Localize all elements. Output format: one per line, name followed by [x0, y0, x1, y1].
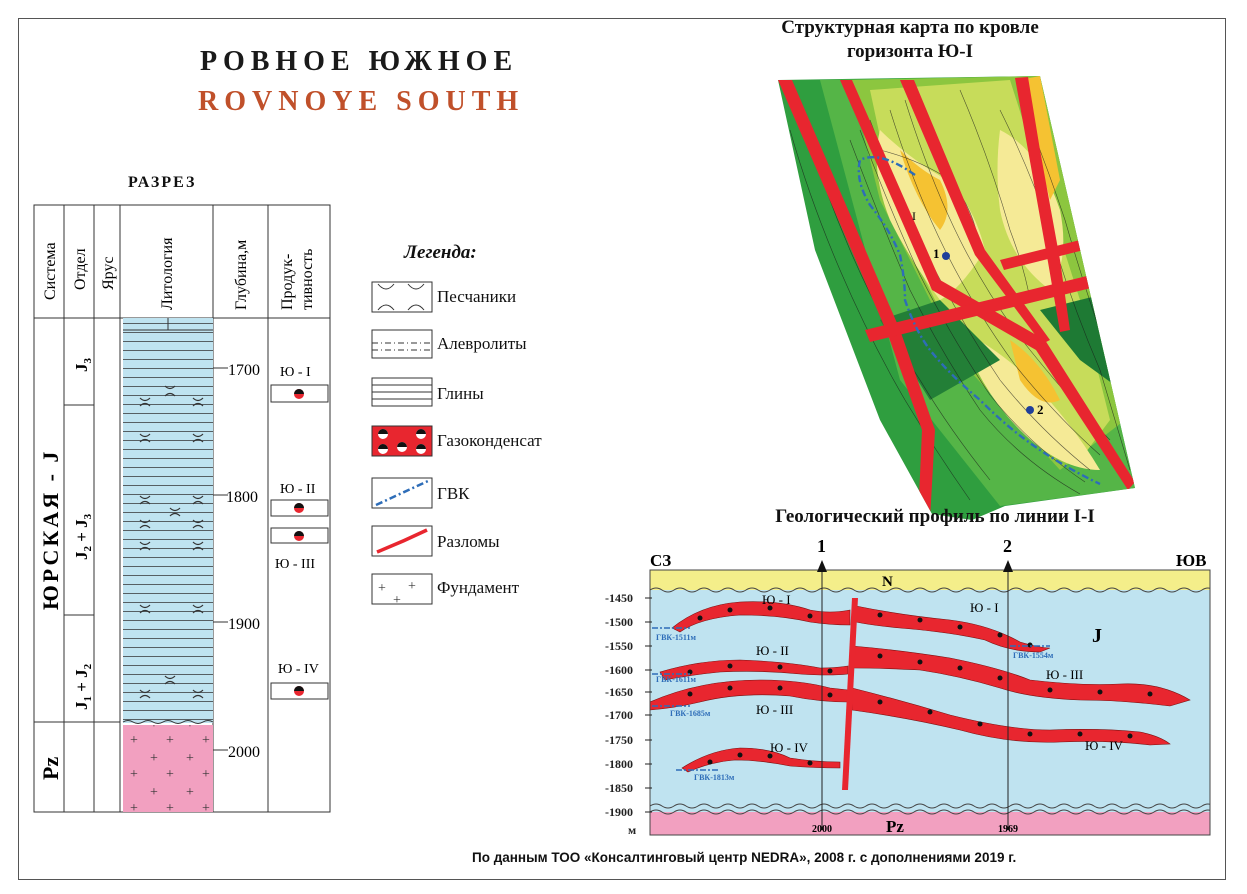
col-header-series: Отдел [72, 248, 89, 290]
title-english: ROVNOYE SOUTH [198, 86, 525, 117]
profile-title: Геологический профиль по линии I-I [775, 506, 1095, 527]
gwc-1554: ГВК-1554м [1013, 651, 1054, 660]
depth-1800: 1800 [226, 489, 258, 506]
col-header-depth: Глубина,м [233, 240, 250, 310]
page-frame [18, 18, 1226, 880]
depth-1700: 1700 [228, 362, 260, 379]
horizon-ju3: Ю - III [275, 557, 315, 572]
prof-horizon-ju3-right: Ю - III [1046, 667, 1083, 682]
prof-horizon-ju2: Ю - II [756, 643, 789, 658]
gwc-1813: ГВК-1813м [694, 773, 735, 782]
prof-horizon-ju1-left: Ю - I [762, 592, 791, 607]
ytick-1800: -1800 [605, 757, 633, 771]
horizon-ju4: Ю - IV [278, 662, 319, 677]
ytick-1700: -1700 [605, 708, 633, 722]
legend-siltstone: Алевролиты [437, 334, 527, 353]
horizon-ju2: Ю - II [280, 482, 316, 497]
legend-gwc: ГВК [437, 484, 470, 503]
legend-gas-condensate: Газоконденсат [437, 431, 542, 450]
layer-pz: Pz [886, 817, 904, 836]
map-title: Структурная карта по кровле горизонта Ю-… [781, 17, 1039, 62]
profile-well-1: 1 [817, 536, 826, 556]
prof-horizon-ju4-left: Ю - IV [770, 740, 809, 755]
ytick-1650: -1650 [605, 685, 633, 699]
ytick-1850: -1850 [605, 781, 633, 795]
legend-title: Легенда: [404, 242, 477, 263]
ytick-1600: -1600 [605, 663, 633, 677]
ytick-1900: -1900 [605, 805, 633, 819]
gwc-1611: ГВК-1611м [656, 675, 696, 684]
y-unit: м [628, 823, 636, 837]
horizon-ju1: Ю - I [280, 365, 311, 380]
legend-basement: Фундамент [437, 578, 520, 597]
map-well-2: 2 [1037, 402, 1044, 417]
ytick-1750: -1750 [605, 733, 633, 747]
col-header-stage: Ярус [100, 256, 117, 290]
ytick-1500: -1500 [605, 615, 633, 629]
depth-1900: 1900 [228, 616, 260, 633]
well-depth-1: 2000 [812, 824, 832, 835]
col-header-prod1: Продук- [279, 254, 296, 310]
well-depth-2: 1969 [998, 824, 1018, 835]
legend-sandstone: Песчаники [437, 287, 517, 306]
ytick-1550: -1550 [605, 639, 633, 653]
svg-text:+: + [408, 579, 416, 594]
map-well-1: 1 [933, 246, 940, 261]
layer-n: N [882, 574, 893, 590]
layer-j: J [1092, 625, 1102, 647]
system-jurassic: ЮРСКАЯ - J [38, 449, 63, 610]
source-note: По данным ТОО «Консалтинговый центр NEDR… [472, 850, 1017, 865]
col-header-lithology: Литология [159, 237, 176, 310]
title-russian: РОВНОЕ ЮЖНОЕ [200, 46, 519, 77]
profile-well-2: 2 [1003, 536, 1012, 556]
section-title: РАЗРЕЗ [128, 174, 197, 191]
ytick-1450: -1450 [605, 591, 633, 605]
gwc-1685: ГВК-1685м [670, 709, 711, 718]
prof-horizon-ju4-right: Ю - IV [1085, 738, 1124, 753]
prof-horizon-ju1-right: Ю - I [970, 600, 999, 615]
gwc-1511: ГВК-1511м [656, 633, 696, 642]
map-line-label: I [912, 209, 916, 223]
profile-dir-left: СЗ [650, 551, 671, 570]
col-header-system: Система [42, 242, 59, 300]
legend-faults: Разломы [437, 532, 500, 551]
profile-dir-right: ЮВ [1176, 551, 1206, 570]
legend-clay: Глины [437, 384, 484, 403]
system-pz: Pz [38, 757, 63, 780]
svg-text:+: + [393, 593, 401, 608]
svg-text:+: + [378, 581, 386, 596]
prof-horizon-ju3-left: Ю - III [756, 702, 793, 717]
col-header-prod2: тивность [299, 249, 316, 310]
depth-2000: 2000 [228, 744, 260, 761]
